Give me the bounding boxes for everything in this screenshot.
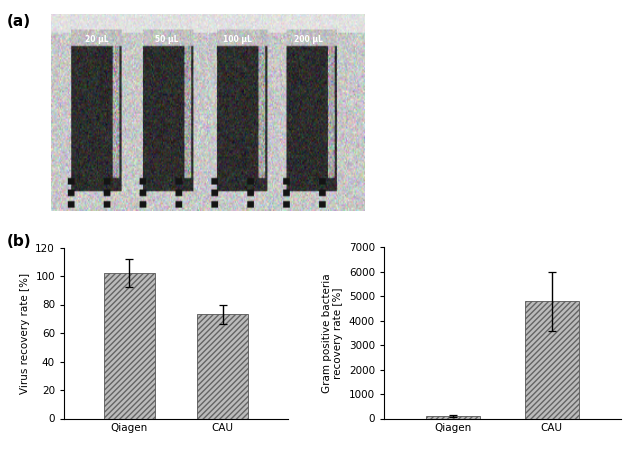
Text: (b): (b) [6, 234, 31, 249]
Bar [197, 315, 248, 418]
Text: 200 µL: 200 µL [294, 35, 323, 44]
Text: 100 µL: 100 µL [223, 35, 252, 44]
Text: 20 µL: 20 µL [85, 35, 109, 44]
Y-axis label: Gram positive bacteria
recovery rate [%]: Gram positive bacteria recovery rate [%] [322, 273, 343, 393]
Bar [104, 273, 155, 418]
Text: 50 µL: 50 µL [156, 35, 179, 44]
Y-axis label: Virus recovery rate [%]: Virus recovery rate [%] [20, 272, 29, 394]
Bar [426, 416, 480, 418]
Text: (a): (a) [6, 14, 31, 28]
Bar [525, 301, 579, 418]
